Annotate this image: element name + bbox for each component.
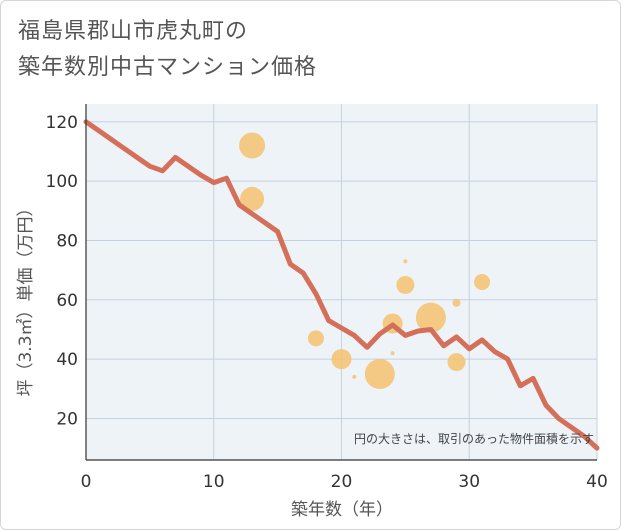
data-bubble	[307, 330, 324, 347]
chart-title: 福島県郡山市虎丸町の 築年数別中古マンション価格	[18, 14, 317, 86]
grid-lines	[86, 104, 598, 460]
data-bubble	[352, 374, 357, 379]
y-tick-label: 20	[56, 409, 78, 429]
y-axis-label: 坪（3.3㎡）単価（万円）	[16, 199, 36, 396]
x-axis-label: 築年数（年）	[291, 500, 393, 520]
data-bubble	[415, 302, 446, 333]
y-tick-label: 100	[46, 172, 78, 192]
x-tick-label: 0	[81, 472, 92, 492]
data-bubble	[452, 298, 461, 307]
tick-labels: 0 10 20 30 40 20 40 60 80 100 120	[46, 113, 608, 492]
data-bubble	[396, 275, 415, 294]
axes	[85, 104, 597, 461]
data-bubble	[364, 358, 395, 389]
y-tick-label: 80	[56, 231, 78, 251]
data-bubble	[331, 349, 352, 370]
data-bubble	[390, 351, 395, 356]
bubble-size-note: 円の大きさは、取引のあった物件面積を示す	[354, 431, 594, 446]
data-bubble	[447, 353, 466, 372]
data-bubble	[403, 259, 408, 264]
y-tick-label: 120	[46, 113, 78, 133]
chart-title-line-2: 築年数別中古マンション価格	[18, 55, 318, 80]
chart-title-line-1: 福島県郡山市虎丸町の	[18, 19, 249, 44]
x-tick-label: 40	[586, 472, 608, 492]
y-tick-label: 60	[56, 291, 78, 311]
y-tick-label: 40	[56, 350, 78, 370]
price-trend-line	[83, 119, 600, 451]
x-tick-label: 10	[203, 472, 225, 492]
data-bubble	[240, 186, 265, 211]
x-tick-label: 20	[331, 472, 353, 492]
data-bubble	[239, 132, 266, 159]
data-bubble	[474, 274, 491, 290]
x-tick-label: 30	[458, 472, 480, 492]
